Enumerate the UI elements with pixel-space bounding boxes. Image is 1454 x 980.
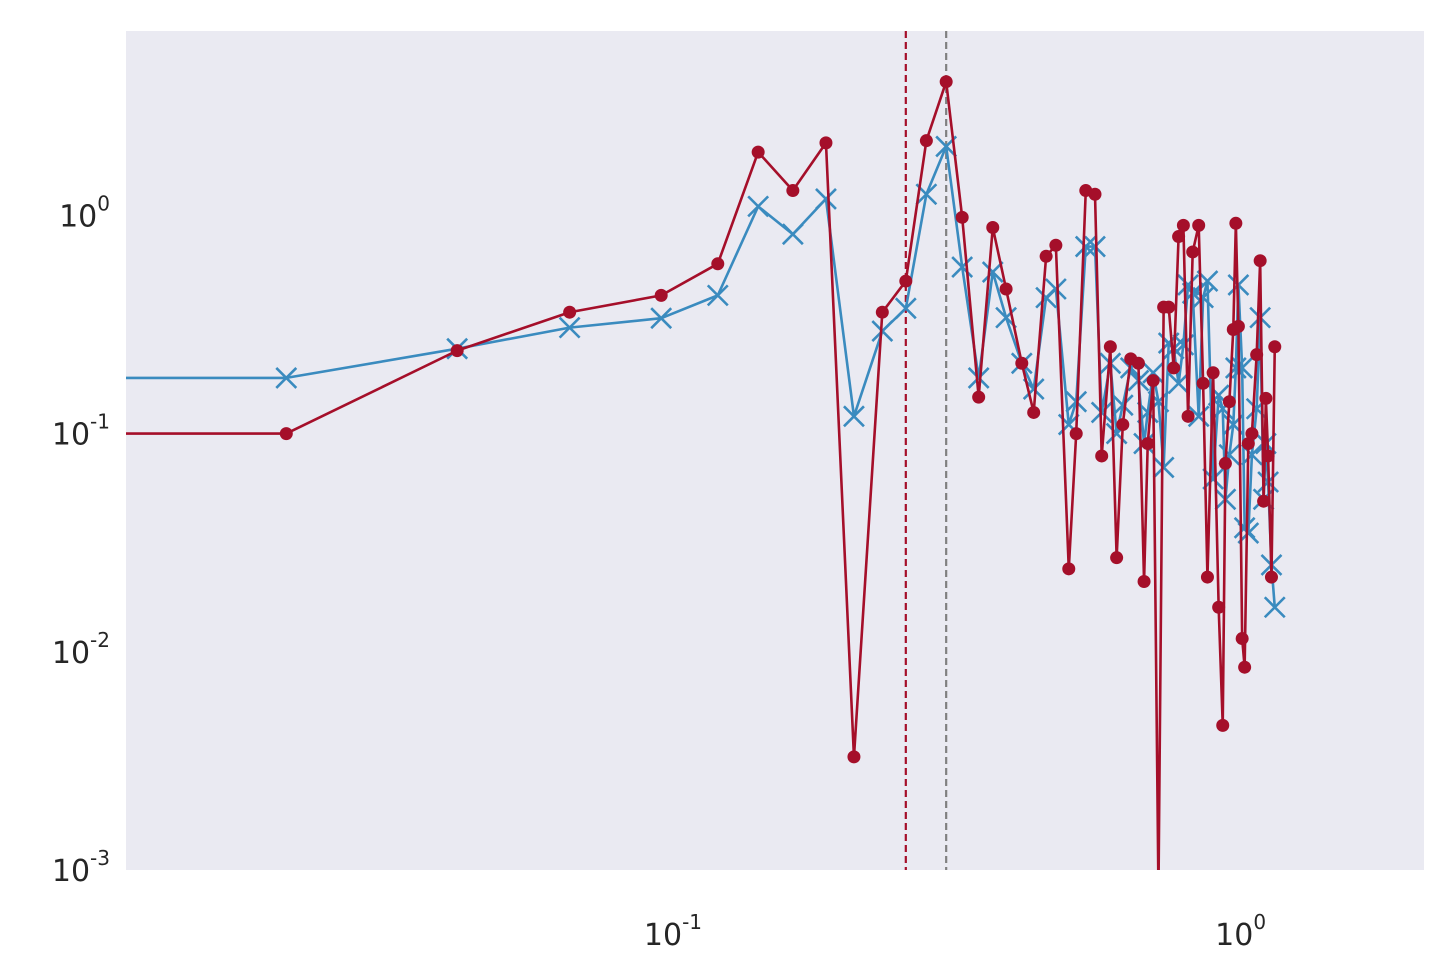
series-1-point: [1259, 391, 1273, 405]
series-1-point: [875, 305, 889, 319]
series-1-point: [1235, 632, 1249, 646]
series-1-point: [1181, 409, 1195, 423]
series-1-point: [1039, 249, 1053, 263]
series-1-point: [654, 288, 668, 302]
series-1-point: [1245, 427, 1259, 441]
series-1-point: [1141, 437, 1155, 451]
series-1-point: [919, 134, 933, 148]
series-1-point: [1212, 600, 1226, 614]
series-1-point: [786, 184, 800, 198]
series-1-point: [1196, 376, 1210, 390]
series-1-point: [1176, 218, 1190, 232]
series-1-point: [1231, 319, 1245, 333]
series-1-point: [1264, 570, 1278, 584]
series-1-point: [1241, 437, 1255, 451]
series-0-point: [894, 297, 917, 320]
series-1-point: [450, 344, 464, 358]
series-0-point: [951, 256, 974, 278]
series-1-point: [847, 750, 861, 764]
series-0-point: [558, 316, 581, 339]
series-0-point: [650, 307, 673, 330]
series-1-point: [955, 210, 969, 224]
series-0-point: [1074, 235, 1097, 258]
series-1-point: [1222, 395, 1236, 409]
series-0-point: [747, 195, 770, 218]
series-1-point: [1172, 230, 1186, 244]
series-0-point: [981, 261, 1004, 283]
series-1-point: [1268, 340, 1282, 354]
series-1-point: [1088, 187, 1102, 201]
series-1-point: [1110, 551, 1124, 565]
series-1-point: [563, 305, 577, 319]
series-1-point: [1131, 356, 1145, 370]
series-1-point: [1229, 216, 1243, 230]
axis-tick-labels: 10-3 10-2 10-1 100 10-1 100: [52, 191, 1266, 953]
series-1-point: [972, 390, 986, 404]
series-0-point: [843, 405, 865, 428]
reference-lines: [904, 31, 948, 870]
series-0-point: [967, 366, 990, 389]
series-layer: [126, 75, 1286, 898]
series-1-point: [899, 274, 913, 288]
series-1-point: [1162, 300, 1176, 314]
x-tick-label: 100: [1215, 910, 1266, 953]
series-1-point: [1216, 718, 1230, 732]
series-1-point: [1167, 361, 1181, 375]
series-0-point: [1192, 286, 1215, 309]
series-1-point: [1253, 254, 1267, 268]
series-0-point: [1263, 596, 1286, 619]
series-1-point: [1206, 366, 1220, 380]
series-1-point: [279, 427, 293, 441]
series-0-point: [1044, 278, 1067, 300]
y-tick-label: 10-2: [52, 628, 110, 671]
series-0-point: [706, 284, 729, 307]
series-0-point: [815, 187, 837, 210]
series-1-point: [1146, 374, 1160, 388]
series-0-point: [275, 366, 298, 389]
series-1: [126, 75, 1282, 898]
series-0-point: [1152, 456, 1175, 479]
y-tick-label: 10-1: [52, 410, 110, 453]
series-0-point: [1187, 405, 1210, 428]
series-1-point: [1238, 660, 1252, 674]
series-1-point: [751, 145, 765, 159]
series-1-point: [999, 282, 1013, 296]
series-1-point: [1257, 494, 1271, 508]
series-1-point: [1192, 218, 1206, 232]
series-1-point: [1015, 356, 1029, 370]
y-tick-label: 10-3: [52, 846, 110, 889]
series-0-point: [1231, 356, 1254, 379]
series-1-point: [1116, 418, 1130, 432]
series-1-point: [1152, 885, 1165, 898]
series-1-point: [1062, 562, 1076, 576]
series-1-point: [1250, 348, 1264, 362]
series-1-point: [1218, 456, 1232, 470]
series-1-point: [711, 257, 725, 271]
series-1-point: [1027, 405, 1041, 419]
x-tick-label: 10-1: [644, 910, 702, 953]
series-0-point: [1084, 235, 1106, 258]
series-1-point: [1200, 570, 1214, 584]
series-1-point: [1261, 449, 1275, 463]
series-0-point: [1167, 372, 1190, 395]
series-1-point: [1186, 245, 1200, 259]
series-1-point: [1095, 449, 1109, 463]
series-1-point: [1069, 427, 1083, 441]
series-1-point: [1049, 238, 1063, 252]
series-0-point: [1111, 394, 1134, 417]
series-1-point: [1103, 340, 1117, 354]
series-1-point: [1137, 574, 1151, 588]
series-1-point: [939, 75, 953, 89]
series-1-point: [819, 136, 833, 150]
series-1-point: [986, 221, 1000, 235]
series-0-point: [1224, 356, 1247, 379]
series-0-point: [781, 223, 804, 246]
y-tick-label: 100: [59, 191, 110, 234]
series-0-point: [1142, 361, 1165, 384]
